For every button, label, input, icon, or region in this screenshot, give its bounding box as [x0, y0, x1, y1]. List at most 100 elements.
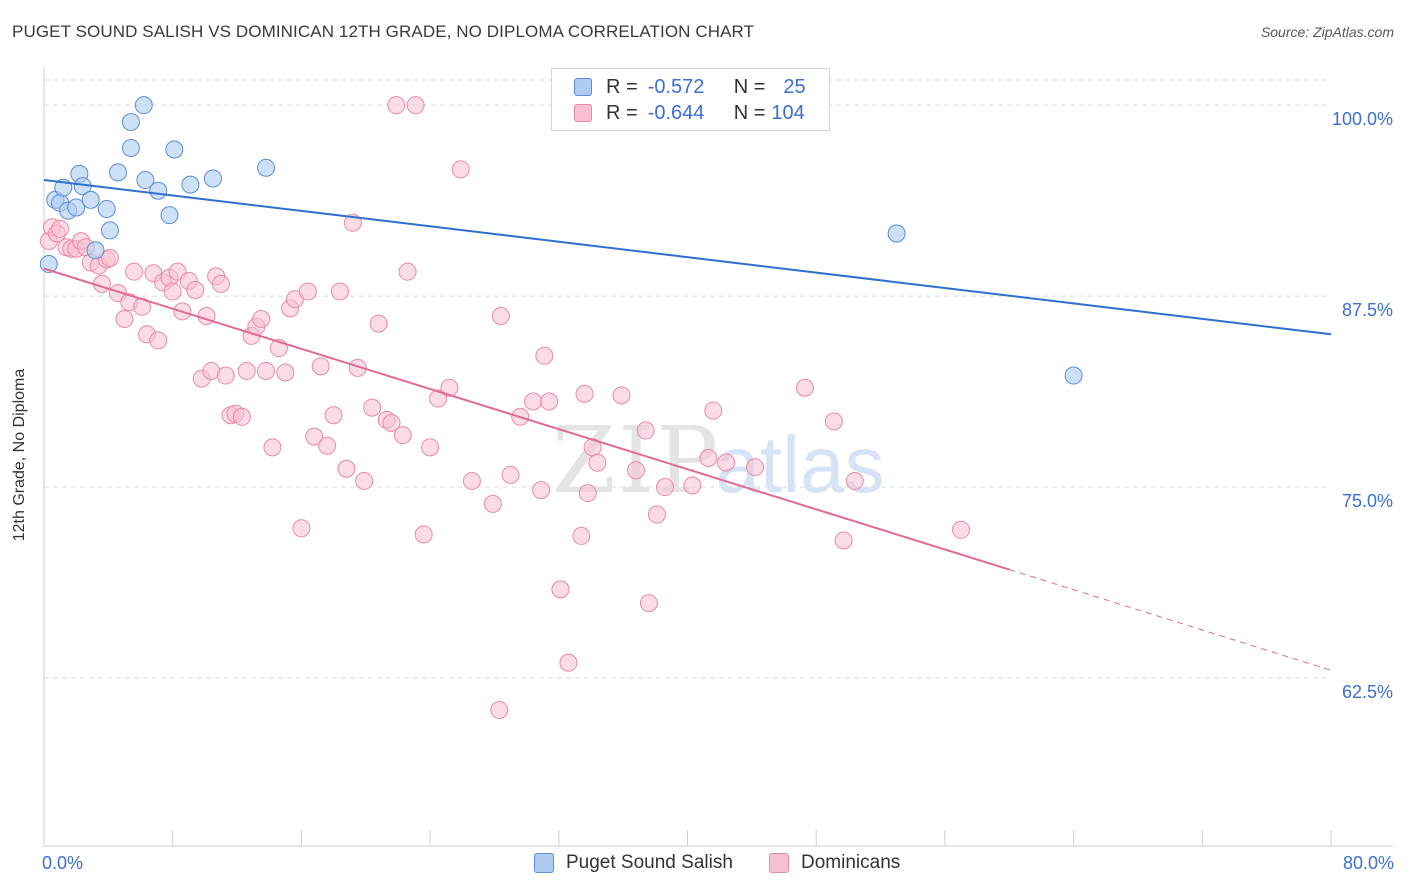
puget-swatch — [574, 78, 592, 96]
puget-point — [149, 181, 168, 200]
dominicans-point — [639, 594, 658, 613]
puget-point — [165, 140, 184, 159]
dominicans-point — [125, 262, 144, 281]
y-axis-label: 12th Grade, No Diploma — [11, 368, 28, 542]
chart-title: PUGET SOUND SALISH VS DOMINICAN 12TH GRA… — [12, 22, 755, 41]
dominicans-point — [292, 519, 311, 538]
dominicans-point — [491, 306, 510, 325]
dominicans-point — [252, 310, 271, 329]
dominicans-point — [382, 413, 401, 432]
legend-item-puget[interactable]: Puget Sound Salish — [534, 852, 733, 874]
y-tick-label: 75.0% — [1342, 491, 1393, 511]
dominicans-point — [237, 361, 256, 380]
dominicans-point — [115, 310, 134, 329]
puget-point — [121, 138, 140, 157]
puget-legend-label: Puget Sound Salish — [566, 852, 733, 873]
y-tick-label: 87.5% — [1342, 300, 1393, 320]
r-label: R = — [606, 101, 638, 124]
dominicans-point — [406, 96, 425, 115]
dominicans-point — [348, 358, 367, 377]
puget-point — [81, 190, 100, 209]
dominicans-point — [834, 531, 853, 550]
dominicans-point — [414, 525, 433, 544]
puget-point — [257, 158, 276, 177]
x-tick-label-max: 80.0% — [1342, 853, 1394, 873]
dominicans-point — [163, 282, 182, 301]
source-label: Source: ZipAtlas.com — [1260, 24, 1394, 40]
dominicans-point — [355, 471, 374, 490]
dominicans-point — [627, 461, 646, 480]
puget-trend-line — [43, 179, 1332, 336]
dominicans-point — [612, 386, 631, 405]
puget-r-value: -0.572 — [647, 75, 705, 98]
dominicans-point — [393, 426, 412, 445]
dominicans-point — [572, 526, 591, 545]
dominicans-r-value: -0.644 — [647, 101, 705, 124]
puget-point — [100, 221, 119, 240]
puget-legend-swatch — [534, 853, 554, 873]
dominicans-point — [363, 398, 382, 417]
dominicans-point — [559, 653, 578, 672]
dominicans-point — [524, 392, 543, 411]
puget-point — [86, 241, 105, 260]
dominicans-point — [683, 476, 702, 495]
puget-point — [109, 163, 128, 182]
dominicans-point — [318, 436, 337, 455]
correlation-legend: R = -0.572 N = 25 R = -0.644 N = 104 — [551, 68, 830, 131]
dominicans-point — [578, 484, 597, 503]
puget-point — [136, 171, 155, 190]
dominicans-point — [462, 471, 481, 490]
dominicans-point — [100, 248, 119, 267]
puget-point — [1064, 366, 1083, 385]
dominicans-point — [149, 331, 168, 350]
dominicans-point — [51, 219, 70, 238]
puget-n-value: 25 — [783, 75, 806, 98]
dominicans-legend-label: Dominicans — [801, 852, 901, 873]
dominicans-point — [211, 274, 230, 293]
puget-point — [121, 112, 140, 131]
watermark-atlas: atlas — [716, 420, 885, 509]
y-tick-label: 100.0% — [1332, 109, 1393, 129]
dominicans-point — [398, 262, 417, 281]
dominicans-point — [490, 701, 509, 720]
dominicans-trend-extension — [1009, 569, 1332, 671]
dominicans-point — [655, 478, 674, 497]
dominicans-point — [532, 481, 551, 500]
watermark-zip: ZIP — [552, 407, 720, 514]
dominicans-point — [311, 357, 330, 376]
dominicans-point — [845, 471, 864, 490]
puget-point — [97, 200, 116, 219]
dominicans-point — [257, 361, 276, 380]
dominicans-point — [540, 392, 559, 411]
dominicans-point — [717, 453, 736, 472]
puget-point — [203, 169, 222, 188]
dominicans-point — [824, 412, 843, 431]
n-label: N = — [733, 75, 766, 98]
dominicans-point — [746, 458, 765, 477]
dominicans-point — [305, 427, 324, 446]
dominicans-point — [483, 494, 502, 513]
x-tick-label-min: 0.0% — [42, 853, 84, 873]
dominicans-point — [451, 160, 470, 179]
puget-point — [134, 96, 153, 115]
dominicans-point — [216, 366, 235, 385]
legend-row-dominicans: R = -0.644 N = 104 — [574, 101, 805, 125]
series-legend: Puget Sound Salish Dominicans — [0, 852, 1406, 878]
legend-item-dominicans[interactable]: Dominicans — [769, 852, 900, 874]
dominicans-point — [575, 384, 594, 403]
dominicans-point — [337, 459, 356, 478]
dominicans-point — [535, 346, 554, 365]
dominicans-point — [588, 453, 607, 472]
y-tick-label: 62.5% — [1342, 682, 1393, 702]
dominicans-point — [795, 378, 814, 397]
puget-point — [887, 224, 906, 243]
dominicans-n-value: 104 — [771, 101, 805, 124]
dominicans-swatch — [574, 104, 592, 122]
dominicans-point — [232, 407, 251, 426]
dominicans-point — [369, 314, 388, 333]
r-label: R = — [606, 75, 638, 98]
puget-point — [67, 198, 86, 217]
dominicans-point — [704, 401, 723, 420]
dominicans-point — [429, 389, 448, 408]
